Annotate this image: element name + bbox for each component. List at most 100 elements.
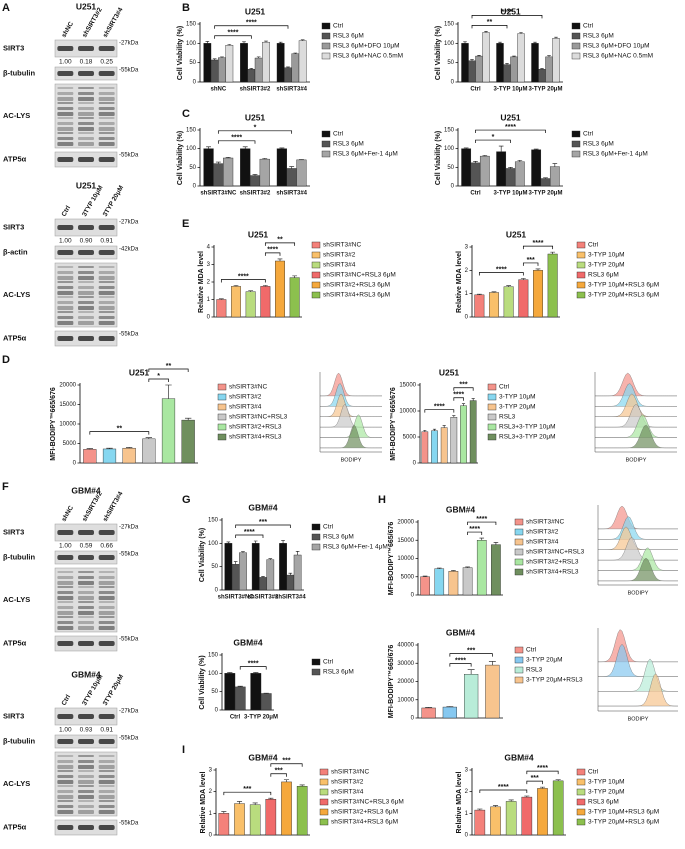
significance-label: *** <box>467 647 475 654</box>
y-tick-label: 0 <box>411 716 415 722</box>
protein-label: ATP5α <box>3 822 27 831</box>
legend-swatch <box>576 808 586 816</box>
blot-band <box>78 122 94 125</box>
bar <box>461 148 472 187</box>
significance-label: *** <box>259 519 267 526</box>
blot-band <box>57 321 74 325</box>
error-bar <box>227 44 232 46</box>
blot-band <box>78 795 94 799</box>
y-axis-label: MFI-BODIPY™665/676 <box>50 387 57 461</box>
y-tick-label: 150 <box>444 128 455 134</box>
legend-swatch <box>217 383 227 391</box>
y-tick-label: 0 <box>451 184 455 190</box>
significance-label: **** <box>502 9 513 16</box>
blot-band <box>98 286 115 289</box>
blot-band <box>98 606 115 609</box>
legend-label: RSL3 6μM <box>588 799 619 806</box>
bar <box>181 419 195 464</box>
error-bar <box>225 156 231 158</box>
error-bar <box>237 685 243 687</box>
bar <box>420 576 430 596</box>
quant-value: 0.91 <box>100 727 113 734</box>
y-axis-label: Cell Viability (%) <box>177 131 184 185</box>
y-axis-label: Relative MDA level <box>200 771 207 833</box>
blot-band <box>78 596 94 600</box>
significance-label: **** <box>455 657 466 664</box>
error-bar <box>215 161 221 164</box>
legend-label: RSL3 6μM <box>323 534 354 541</box>
blot-band <box>57 71 74 76</box>
legend-swatch <box>571 32 581 40</box>
blot-band <box>57 306 74 310</box>
blot-band <box>98 760 115 763</box>
significance-label: *** <box>459 382 467 389</box>
blot-band <box>57 291 74 295</box>
bar <box>474 809 486 836</box>
blot-band <box>57 606 74 609</box>
bar <box>434 568 445 596</box>
blot-band <box>57 296 74 298</box>
error-bar <box>432 428 437 431</box>
significance-label: **** <box>496 266 507 273</box>
blot-band <box>98 306 115 310</box>
error-bar <box>471 398 475 401</box>
blot-band <box>98 281 115 283</box>
blot-band <box>98 271 115 274</box>
blot-band <box>57 157 74 162</box>
legend-label: RSL3 6μM+NAC 0.5mM <box>583 53 653 60</box>
blot-band <box>78 626 94 630</box>
blot-band <box>57 760 74 763</box>
significance-label: ** <box>277 237 283 244</box>
blot-band <box>78 137 94 140</box>
blot-band <box>98 641 115 646</box>
error-bar <box>125 447 133 449</box>
flow-ridge <box>595 414 677 438</box>
panel-label: F <box>2 481 9 493</box>
legend-label: shSIRT3#4 <box>331 789 364 796</box>
blot-band <box>98 107 115 110</box>
error-bar <box>268 797 274 800</box>
bar <box>265 799 277 836</box>
legend-label: RSL3 6μM+NAC 0.5mM <box>333 53 403 60</box>
bar <box>239 552 247 591</box>
legend-swatch <box>576 778 586 786</box>
blot-band <box>78 336 94 341</box>
significance-label: * <box>157 373 160 380</box>
error-bar <box>552 163 558 167</box>
blot-band <box>98 780 115 784</box>
error-bar <box>283 779 290 782</box>
blot-band <box>78 321 94 325</box>
blot-band <box>57 336 74 341</box>
error-bar <box>442 425 446 428</box>
y-tick-label: 50 <box>211 564 218 570</box>
y-tick-label: 100 <box>186 146 197 152</box>
legend-swatch <box>321 52 331 60</box>
legend-swatch <box>321 32 331 40</box>
legend-label: RSL3 <box>499 414 516 421</box>
error-bar <box>227 672 233 674</box>
protein-label: AC-LYS <box>3 290 30 299</box>
blot-band <box>78 765 94 769</box>
bar <box>440 427 448 464</box>
flow-ridge <box>320 393 382 417</box>
x-tick-label: shSIRT3#4 <box>276 191 307 197</box>
blot-band <box>78 296 94 298</box>
kda-marker: -55kDa <box>119 637 139 643</box>
error-bar <box>281 540 285 544</box>
legend-label: Ctrl <box>588 242 599 249</box>
blot-band <box>78 286 94 289</box>
significance-bracket <box>526 770 559 775</box>
blot-band <box>57 137 74 140</box>
legend-swatch <box>217 413 227 421</box>
significance-label: **** <box>498 784 509 791</box>
significance-label: **** <box>246 20 257 27</box>
significance-bracket <box>220 279 266 283</box>
blot-band <box>57 755 74 757</box>
blot-band <box>78 571 94 573</box>
protein-label: ATP5α <box>3 638 27 647</box>
legend-label: RSL3 <box>526 667 543 674</box>
legend-label: shSIRT3#NC+RSL3 <box>229 414 288 421</box>
bar <box>496 151 507 187</box>
blot-band <box>57 132 74 134</box>
flow-ridge <box>320 383 382 407</box>
